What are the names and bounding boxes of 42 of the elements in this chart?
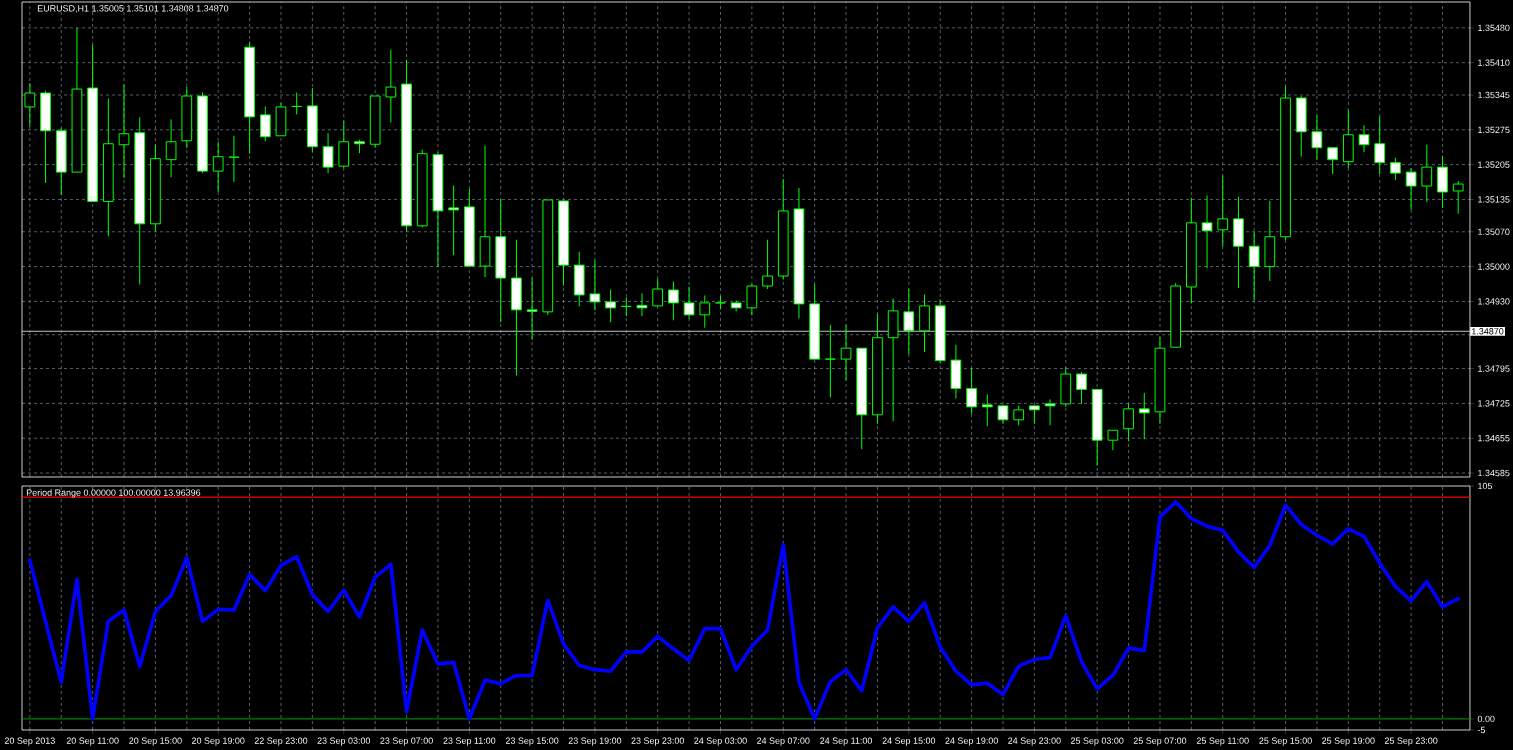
- x-tick-label: 20 Sep 19:00: [191, 737, 245, 746]
- candlestick: [824, 324, 836, 398]
- x-tick-label: 20 Sep 2013: [4, 737, 55, 746]
- chart-title: Period Range 0.00000 100.00000 13.96396: [26, 489, 201, 498]
- y-tick-label: 1.34795: [1478, 365, 1510, 372]
- y-tick-label: 1.34585: [1478, 469, 1510, 477]
- x-tick-label: 23 Sep 07:00: [380, 737, 433, 746]
- x-tick-label: 25 Sep 03:00: [1070, 737, 1124, 746]
- candlestick: [981, 393, 993, 427]
- candlestick: [1076, 371, 1087, 405]
- y-tick-label: 105: [1478, 482, 1493, 490]
- candlestick: [1138, 392, 1150, 440]
- x-tick-label: 25 Sep 11:00: [1196, 737, 1249, 746]
- x-tick-label: 23 Sep 19:00: [568, 737, 622, 746]
- x-tick-label: 23 Sep 15:00: [505, 737, 559, 746]
- candlestick: [1107, 429, 1119, 451]
- y-tick-label: -5: [1477, 726, 1486, 734]
- x-tick-label: 24 Sep 23:00: [1008, 737, 1061, 746]
- x-tick-label: 25 Sep 23:00: [1384, 737, 1438, 746]
- x-tick-label: 20 Sep 15:00: [129, 737, 182, 746]
- x-tick-label: 25 Sep 15:00: [1259, 737, 1312, 746]
- x-tick-label: 24 Sep 11:00: [820, 737, 873, 746]
- x-tick-label: 23 Sep 11:00: [443, 737, 496, 746]
- candlestick: [1044, 398, 1056, 426]
- candlestick: [1013, 405, 1025, 426]
- x-tick-label: 25 Sep 07:00: [1133, 737, 1187, 746]
- x-tick-label: 22 Sep 23:00: [254, 737, 308, 746]
- x-tick-label: 20 Sep 11:00: [66, 737, 119, 746]
- x-tick-label: 24 Sep 19:00: [945, 737, 998, 746]
- x-tick-label: 24 Sep 15:00: [882, 737, 936, 746]
- x-tick-label: 25 Sep 19:00: [1322, 737, 1375, 746]
- x-tick-label: 23 Sep 03:00: [317, 737, 371, 746]
- candlestick: [24, 82, 36, 127]
- x-tick-label: 24 Sep 03:00: [694, 737, 747, 746]
- candlestick: [966, 367, 977, 415]
- x-tick-label: 24 Sep 07:00: [757, 737, 810, 746]
- x-tick-label: 23 Sep 23:00: [631, 737, 684, 746]
- y-tick-label: 1.34655: [1478, 435, 1510, 442]
- candlestick: [840, 324, 852, 381]
- candlestick: [1123, 403, 1134, 442]
- y-tick-label: 0.00: [1477, 715, 1495, 723]
- y-tick-label: 1.34725: [1478, 400, 1510, 407]
